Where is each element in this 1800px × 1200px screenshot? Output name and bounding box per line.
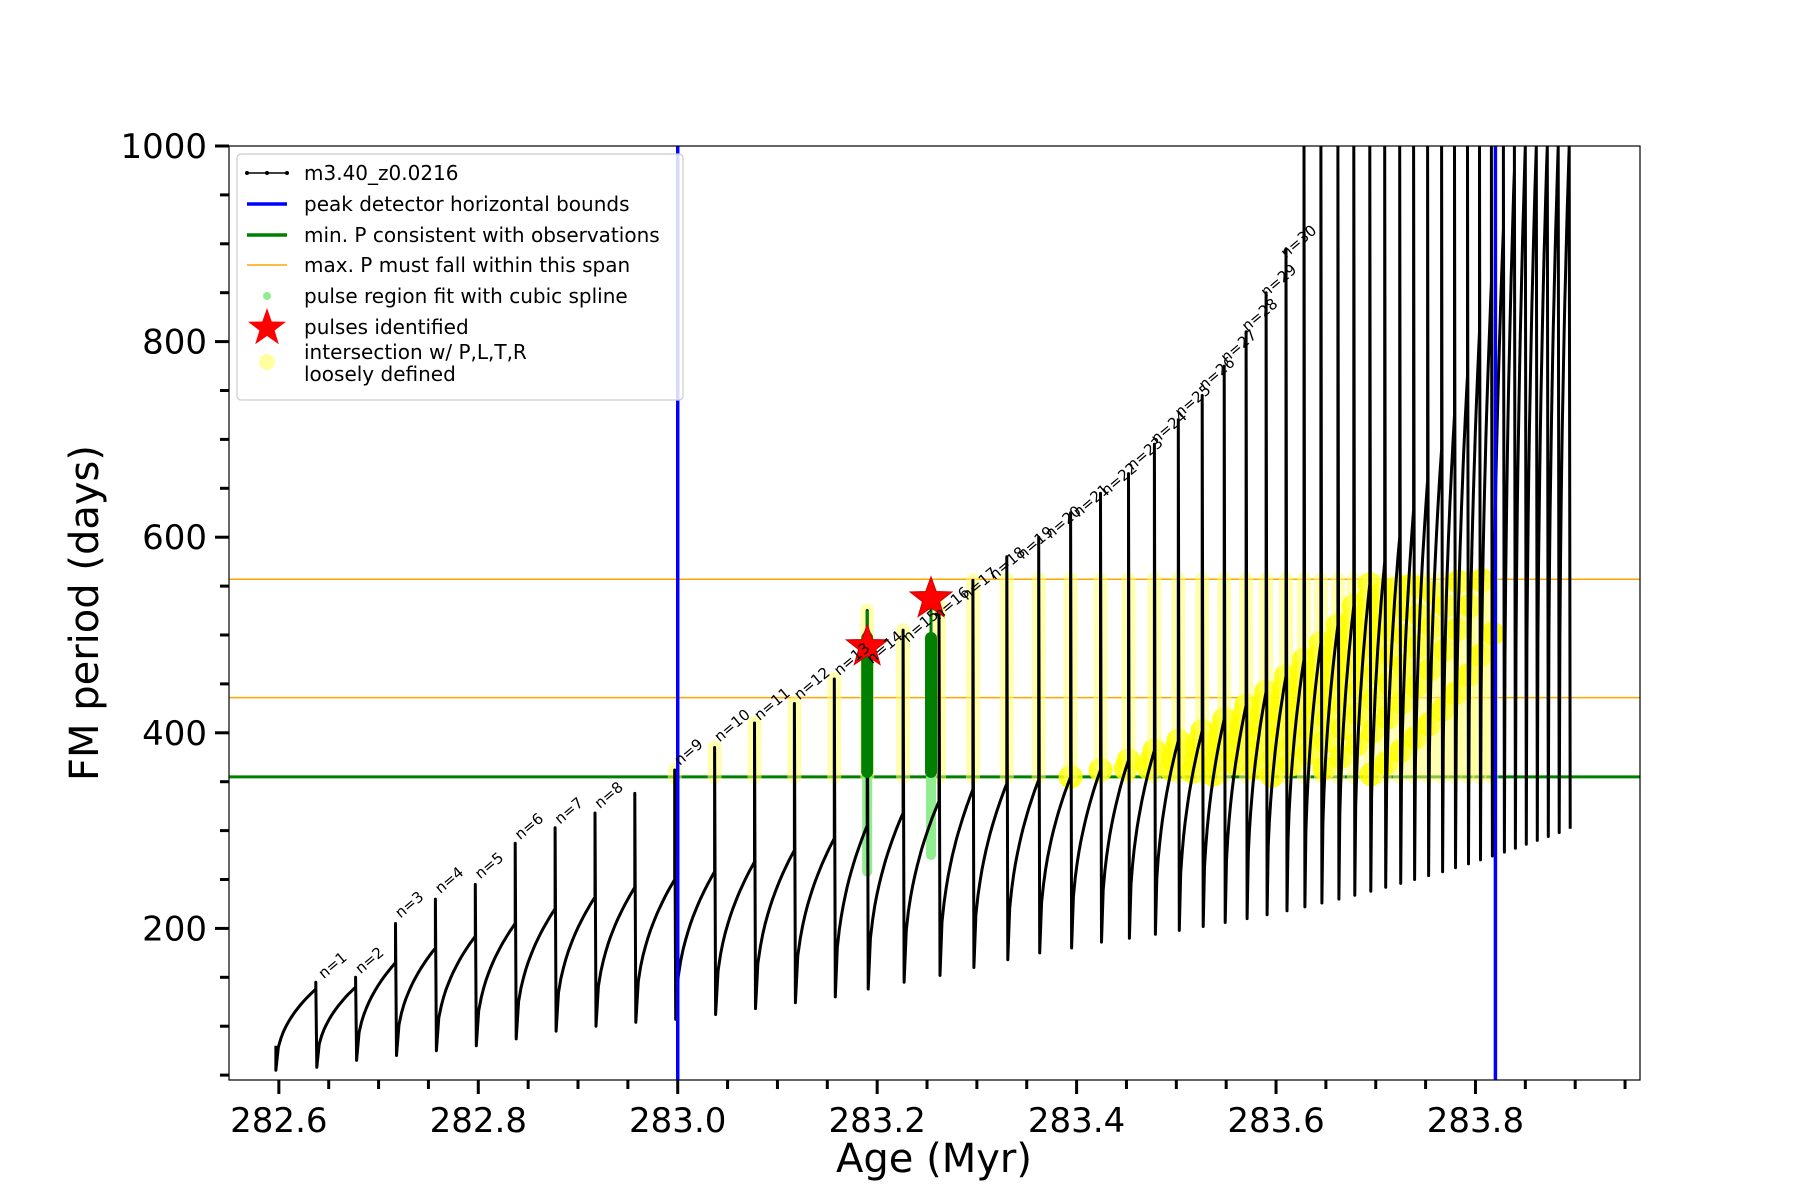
x-axis: 282.6 282.8 283.0 283.2 283.4 283.6 283.8	[230, 1080, 1627, 1141]
legend-label-7: intersection w/ P,L,T,R loosely defined	[304, 340, 527, 386]
y-tick-label: 800	[142, 323, 207, 363]
legend-box	[236, 153, 684, 401]
x-tick-label: 283.8	[1427, 1101, 1524, 1141]
x-tick-label: 283.4	[1028, 1101, 1125, 1141]
legend-marker	[285, 171, 289, 175]
identified-pulse-stars	[844, 575, 954, 666]
legend-label-4: max. P must fall within this span	[304, 253, 630, 277]
y-axis: 200 400 600 800 1000	[120, 127, 229, 1077]
legend-label-2: peak detector horizontal bounds	[304, 192, 630, 216]
x-axis-label: Age (Myr)	[836, 1136, 1032, 1182]
legend-label-6: pulses identified	[304, 315, 469, 339]
legend-symbol-star	[248, 308, 286, 345]
legend-marker	[265, 171, 269, 175]
plot-frame	[228, 145, 1641, 1081]
y-tick-label: 600	[142, 518, 207, 558]
legend-symbol-dot	[263, 292, 271, 300]
y-tick-label: 400	[142, 714, 207, 754]
legend-label-line: loosely defined	[304, 362, 456, 386]
y-axis-label: FM period (days)	[62, 445, 108, 781]
legend-label-5: pulse region fit with cubic spline	[304, 284, 628, 308]
series-m3.40-z0.0216	[274, 146, 1572, 1072]
x-tick-label: 282.8	[430, 1101, 527, 1141]
x-tick-label: 283.6	[1227, 1101, 1324, 1141]
x-tick-label: 282.6	[230, 1101, 327, 1141]
y-tick-label: 200	[142, 909, 207, 949]
legend-label-line: intersection w/ P,L,T,R	[304, 340, 527, 364]
pulse-star-1	[844, 623, 890, 666]
period-series-line	[274, 146, 1572, 1072]
legend-symbol-big-dot	[259, 354, 275, 370]
x-tick-label: 283.2	[828, 1101, 925, 1141]
green-pulse-segments	[861, 605, 938, 778]
legend-label-1: m3.40_z0.0216	[304, 161, 459, 185]
y-tick-label: 1000	[120, 127, 207, 167]
pulse-star-2	[908, 575, 954, 618]
x-tick-label: 283.0	[629, 1101, 726, 1141]
legend-label-3: min. P consistent with observations	[304, 223, 660, 247]
legend-marker	[245, 171, 249, 175]
